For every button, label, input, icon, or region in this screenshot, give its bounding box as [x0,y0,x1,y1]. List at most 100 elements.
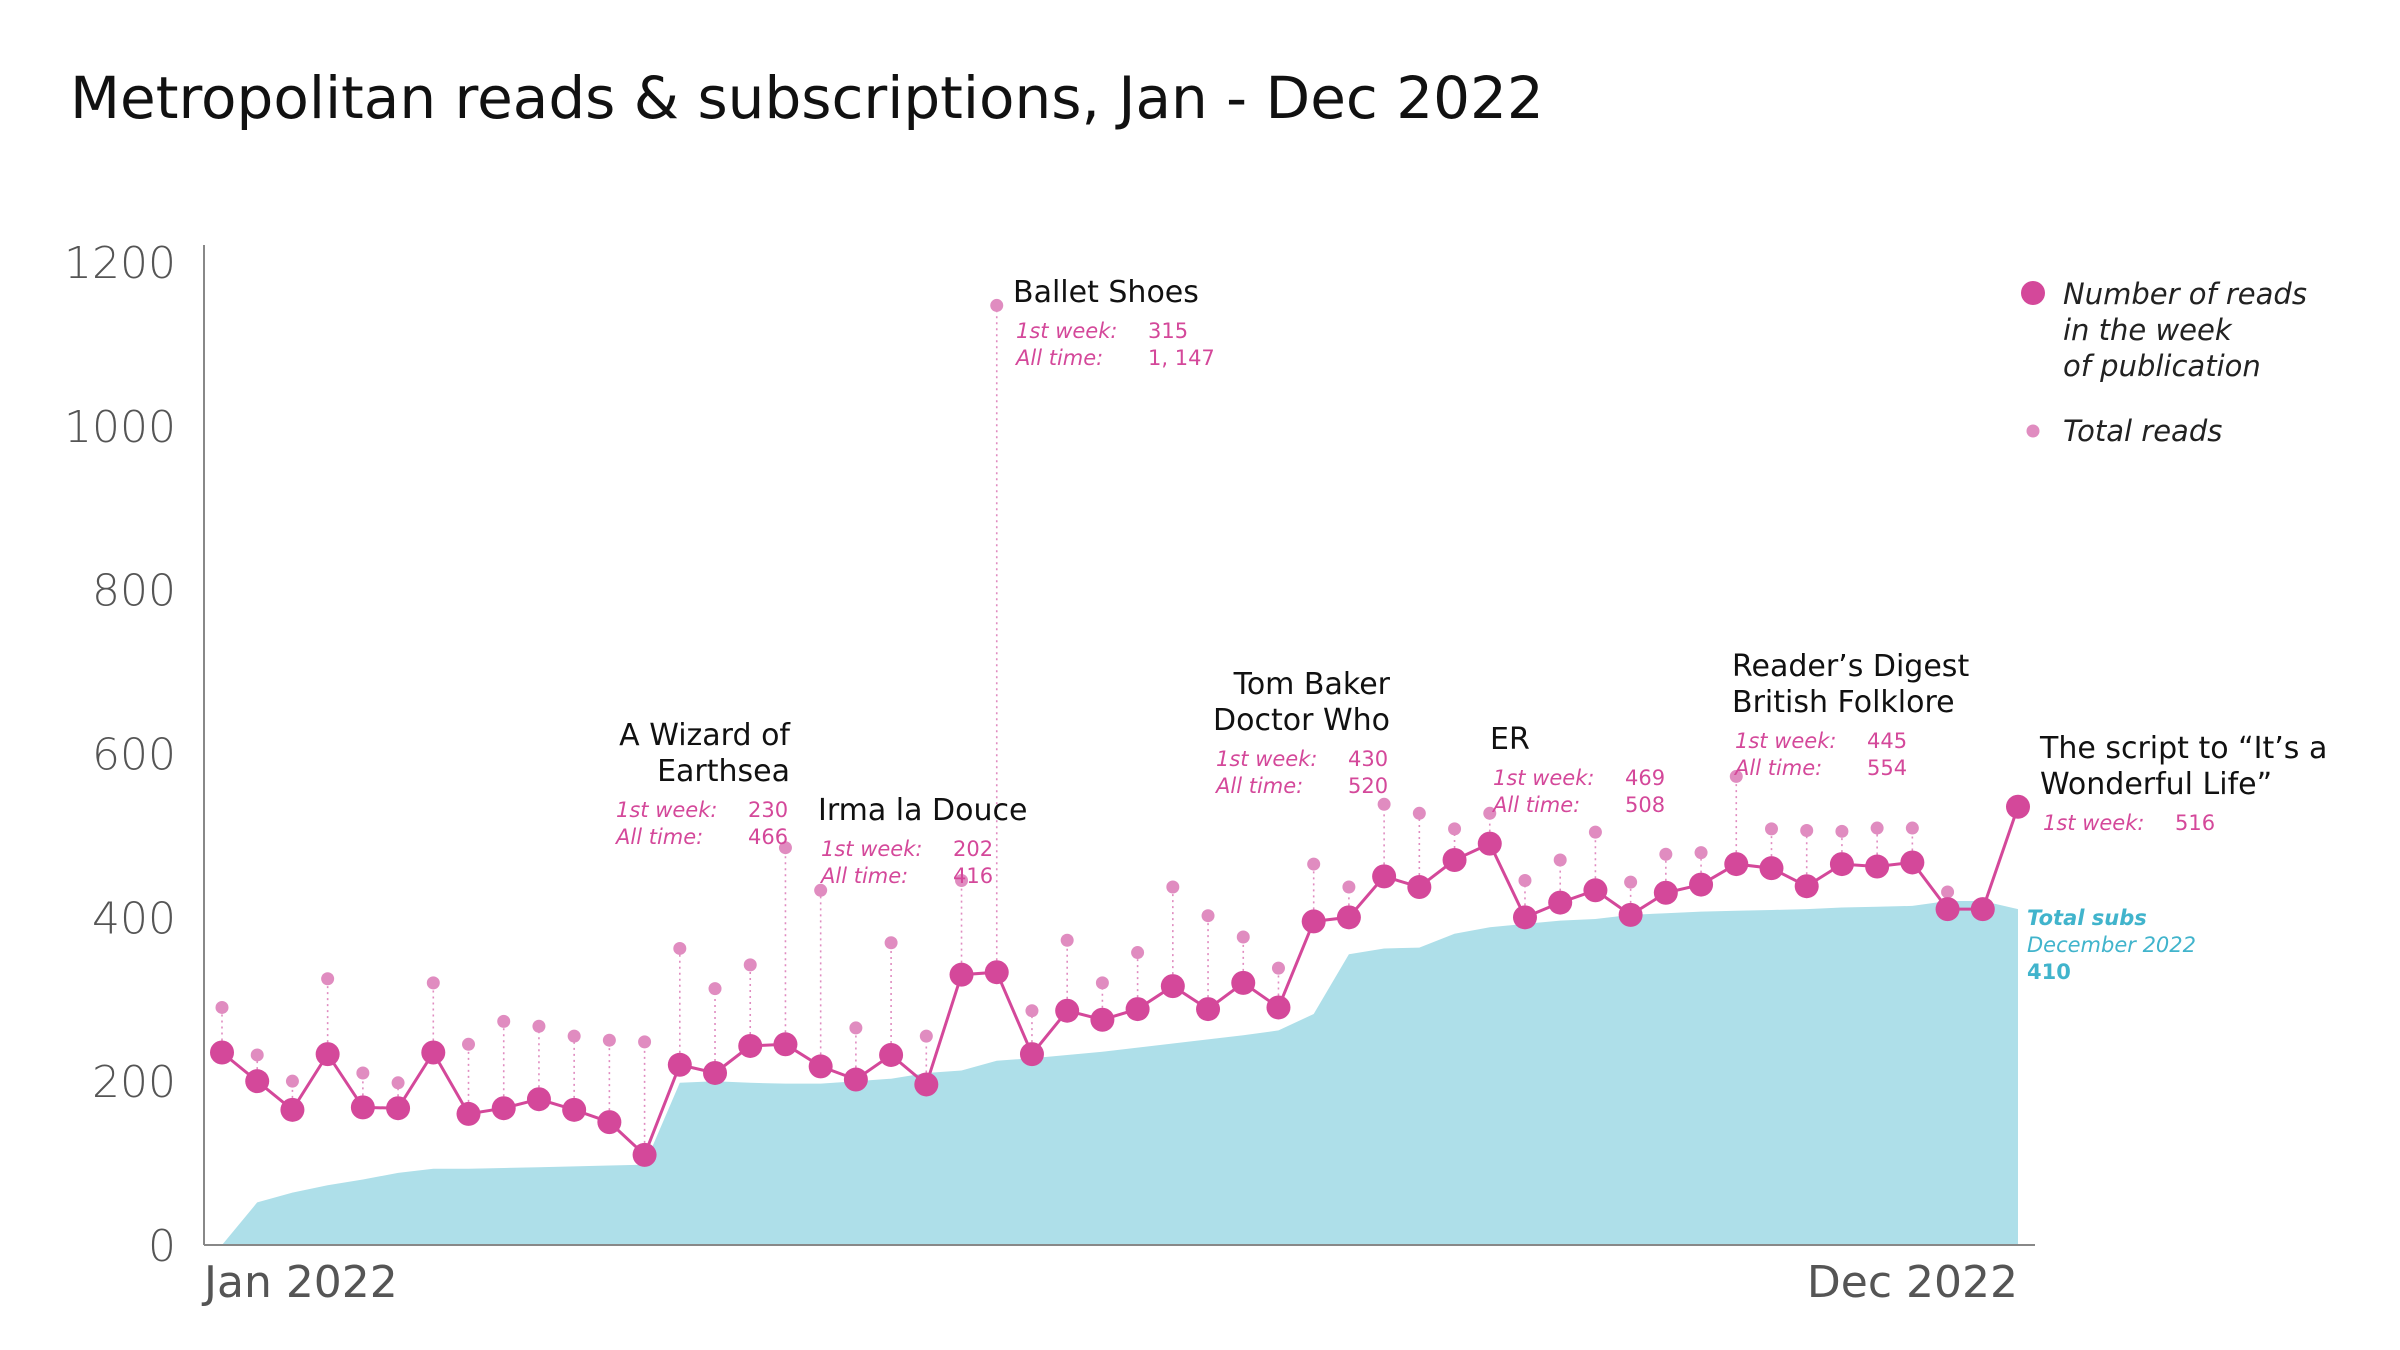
annotation-value: 230 [748,798,788,822]
weekly-reads-point [1301,909,1326,934]
weekly-reads-point [808,1054,833,1079]
weekly-reads-point [245,1069,270,1094]
annotation-label: 1st week: [1735,729,1836,753]
weekly-reads-point [386,1096,411,1121]
annotation-label: All time: [819,864,908,888]
annotation-label: 1st week: [1016,319,1117,343]
annotation-label: 1st week: [616,798,717,822]
weekly-reads-point [1266,995,1291,1020]
subs-annotation-value: 410 [2027,960,2071,984]
y-tick-label: 800 [92,566,176,617]
annotation-label: All time: [1733,756,1822,780]
total-reads-point [1060,933,1074,947]
weekly-reads-point [773,1032,798,1057]
total-reads-point [990,298,1004,312]
subs-annotation-period: December 2022 [2027,933,2196,957]
total-reads-layer [215,298,1955,1090]
weekly-reads-point [597,1110,622,1135]
total-reads-point [1729,769,1743,783]
weekly-reads-point [2006,794,2030,819]
total-reads-point [1377,797,1391,811]
total-reads-point [250,1048,264,1062]
x-tick-label: Dec 2022 [1807,1257,2018,1308]
weekly-reads-point [421,1040,446,1065]
total-reads-point [884,936,898,950]
total-reads-point [602,1033,616,1047]
annotation-title: The script to “It’s a [2039,731,2327,766]
subs-area-layer [222,901,2018,1245]
total-reads-point [285,1074,299,1088]
annotation-value: 520 [1348,774,1388,798]
total-reads-point [567,1029,581,1043]
weekly-reads-line [221,806,2020,1158]
legend-weekly-label: Number of reads [2063,277,2307,311]
annotation-title: Earthsea [657,754,790,789]
weekly-reads-point [1653,880,1678,905]
legend-weekly-label: of publication [2063,349,2261,383]
weekly-reads-point [1336,905,1361,930]
total-reads-point [814,883,828,897]
weekly-reads-point [491,1096,516,1121]
annotation-title: Wonderful Life” [2040,767,2272,802]
annotation-label: 1st week: [2043,811,2144,835]
weekly-reads-point [1372,864,1397,889]
weekly-reads-point [1512,905,1537,930]
total-reads-point [1659,847,1673,861]
y-tick-label: 1200 [64,238,176,289]
annotation-title: Ballet Shoes [1013,275,1199,310]
total-reads-point [638,1035,652,1049]
total-reads-point [215,1000,229,1014]
total-reads-point [1905,821,1919,835]
annotation-value: 202 [953,837,993,861]
annotation-title: ER [1490,722,1530,757]
annotation-value: 1, 147 [1148,346,1215,370]
annotation-title: Tom Baker [1233,667,1391,702]
annotation-label: All time: [1214,774,1303,798]
weekly-reads-point [1724,852,1749,877]
chart-title: Metropolitan reads & subscriptions, Jan … [70,64,1544,132]
weekly-reads-point [210,1040,234,1065]
weekly-reads-point [1442,847,1467,872]
weekly-reads-point [984,960,1009,985]
weekly-reads-point [703,1060,728,1085]
total-reads-point [1025,1004,1039,1018]
total-reads-point [1764,822,1778,836]
total-reads-point [391,1076,405,1090]
weekly-reads-point [1090,1007,1115,1032]
legend-weekly-label: in the week [2063,313,2233,347]
total-reads-point [849,1021,863,1035]
total-reads-point [1307,857,1321,871]
legend-total-marker [2026,424,2040,438]
total-reads-point [321,972,335,986]
total-reads-point [497,1014,511,1028]
total-reads-point [356,1066,370,1080]
weekly-reads-point [738,1033,763,1058]
weekly-reads-point [843,1067,868,1092]
total-reads-point [1870,821,1884,835]
annotation: Irma la Douce 1st week: 202 All time: 416 [818,793,1027,888]
subs-annotation: Total subs December 2022 410 [2027,906,2196,984]
total-reads-point [532,1019,546,1033]
annotation-value: 315 [1148,319,1188,343]
annotation-title: Doctor Who [1213,703,1390,738]
weekly-reads-layer [210,794,2030,1167]
weekly-reads-point [1689,872,1714,897]
annotation-value: 445 [1867,729,1907,753]
legend-total-label: Total reads [2063,414,2222,448]
y-tick-label: 0 [148,1221,176,1272]
annotation-label: All time: [1491,793,1580,817]
weekly-reads-point [667,1052,692,1077]
weekly-reads-point [315,1042,340,1067]
annotation-value: 430 [1348,747,1388,771]
annotation-value: 516 [2175,811,2215,835]
weekly-reads-point [1759,856,1784,881]
total-reads-point [1941,885,1955,899]
weekly-reads-point [1019,1042,1044,1067]
total-reads-point [1166,880,1180,894]
weekly-reads-point [1900,850,1925,875]
weekly-reads-point [1865,854,1890,879]
